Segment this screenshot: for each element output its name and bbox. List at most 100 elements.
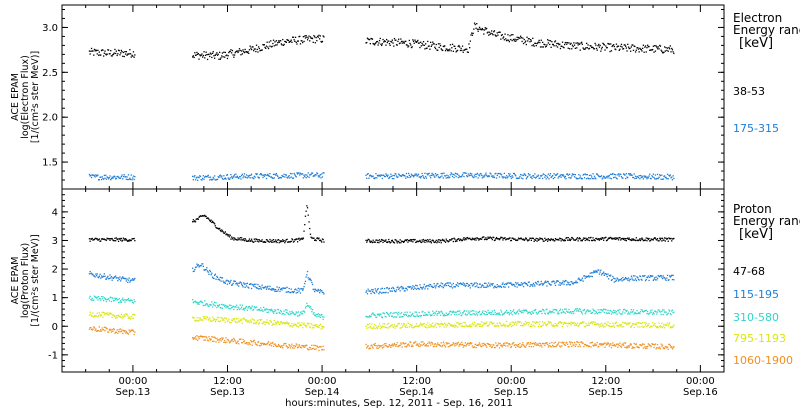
- proton-data-point: [222, 318, 224, 320]
- proton-data-point: [265, 308, 268, 310]
- proton-data-point: [219, 307, 221, 309]
- electron-data-point: [104, 177, 106, 179]
- proton-data-point: [417, 240, 420, 243]
- proton-data-point: [444, 322, 446, 324]
- proton-data-point: [515, 312, 518, 314]
- proton-data-point: [98, 295, 100, 298]
- electron-data-point: [205, 51, 207, 53]
- proton-data-point: [638, 322, 640, 324]
- electron-data-point: [525, 43, 527, 46]
- proton-data-point: [665, 279, 667, 281]
- proton-data-point: [625, 347, 627, 349]
- proton-data-point: [529, 237, 531, 239]
- proton-data-point: [461, 312, 464, 314]
- electron-data-point: [228, 50, 231, 53]
- proton-data-point: [486, 342, 488, 345]
- proton-data-point: [253, 283, 255, 285]
- proton-data-point: [528, 311, 530, 313]
- proton-data-point: [121, 240, 123, 242]
- proton-data-point: [468, 237, 470, 239]
- proton-data-point: [391, 324, 393, 326]
- proton-data-point: [422, 310, 424, 312]
- proton-data-point: [449, 345, 451, 347]
- proton-data-point: [486, 325, 488, 327]
- proton-data-point: [598, 311, 601, 313]
- proton-data-point: [403, 323, 405, 325]
- proton-data-point: [581, 313, 583, 315]
- proton-data-point: [253, 238, 255, 240]
- proton-data-point: [600, 343, 603, 345]
- proton-data-point: [115, 237, 117, 239]
- proton-data-point: [627, 277, 630, 279]
- proton-data-point: [518, 238, 520, 240]
- proton-data-point: [669, 327, 671, 329]
- proton-data-point: [115, 240, 117, 242]
- proton-data-point: [265, 285, 267, 288]
- proton-data-point: [129, 299, 132, 301]
- proton-data-point: [517, 345, 519, 348]
- proton-data-point: [669, 238, 671, 240]
- proton-data-point: [669, 238, 671, 240]
- proton-data-point: [307, 305, 309, 307]
- proton-data-point: [386, 346, 388, 348]
- proton-data-point: [441, 239, 443, 241]
- electron-data-point: [563, 175, 565, 177]
- electron-data-point: [425, 43, 427, 45]
- proton-data-point: [417, 345, 420, 347]
- proton-data-point: [281, 240, 283, 243]
- proton-data-point: [199, 336, 201, 338]
- electron-data-point: [90, 176, 93, 179]
- electron-data-point: [503, 176, 505, 178]
- proton-data-point: [94, 329, 96, 331]
- proton-data-point: [412, 345, 414, 347]
- proton-data-point: [218, 278, 220, 280]
- proton-data-point: [132, 302, 135, 304]
- proton-data-point: [123, 330, 125, 333]
- proton-data-point: [608, 274, 610, 277]
- proton-data-point: [649, 239, 652, 242]
- proton-data-point: [500, 236, 502, 238]
- proton-data-point: [316, 237, 318, 239]
- electron-data-point: [248, 176, 250, 178]
- proton-data-point: [561, 281, 564, 284]
- electron-data-point: [569, 173, 571, 175]
- proton-data-point: [128, 316, 130, 318]
- proton-data-point: [424, 312, 426, 314]
- proton-data-point: [238, 239, 240, 241]
- proton-data-point: [647, 276, 649, 279]
- proton-data-point: [381, 292, 383, 294]
- proton-data-point: [290, 312, 292, 314]
- proton-data-point: [367, 324, 369, 326]
- electron-data-point: [378, 42, 380, 44]
- proton-data-point: [518, 309, 520, 311]
- electron-data-point: [497, 173, 499, 175]
- electron-data-point: [196, 51, 198, 54]
- proton-data-point: [666, 322, 669, 324]
- electron-data-point: [111, 55, 113, 57]
- proton-data-point: [110, 300, 113, 303]
- electron-data-point: [95, 50, 98, 52]
- proton-data-point: [322, 238, 324, 241]
- proton-data-point: [125, 299, 127, 301]
- proton-data-point: [248, 322, 251, 324]
- electron-data-point: [660, 49, 662, 51]
- proton-data-point: [645, 278, 647, 281]
- proton-data-point: [238, 343, 240, 345]
- electron-data-point: [506, 177, 508, 179]
- electron-data-point: [544, 176, 546, 178]
- proton-data-point: [207, 305, 209, 307]
- proton-data-point: [371, 312, 374, 314]
- proton-data-point: [623, 278, 625, 281]
- electron-data-point: [582, 47, 584, 49]
- proton-data-point: [384, 326, 386, 329]
- electron-data-point: [227, 55, 229, 57]
- proton-data-point: [386, 287, 388, 289]
- proton-data-point: [559, 238, 562, 240]
- electron-data-point: [657, 177, 659, 180]
- proton-data-point: [475, 347, 477, 349]
- proton-data-point: [198, 338, 200, 340]
- proton-data-point: [656, 311, 659, 313]
- electron-data-point: [200, 178, 202, 181]
- electron-data-point: [548, 39, 550, 42]
- proton-data-point: [292, 239, 294, 241]
